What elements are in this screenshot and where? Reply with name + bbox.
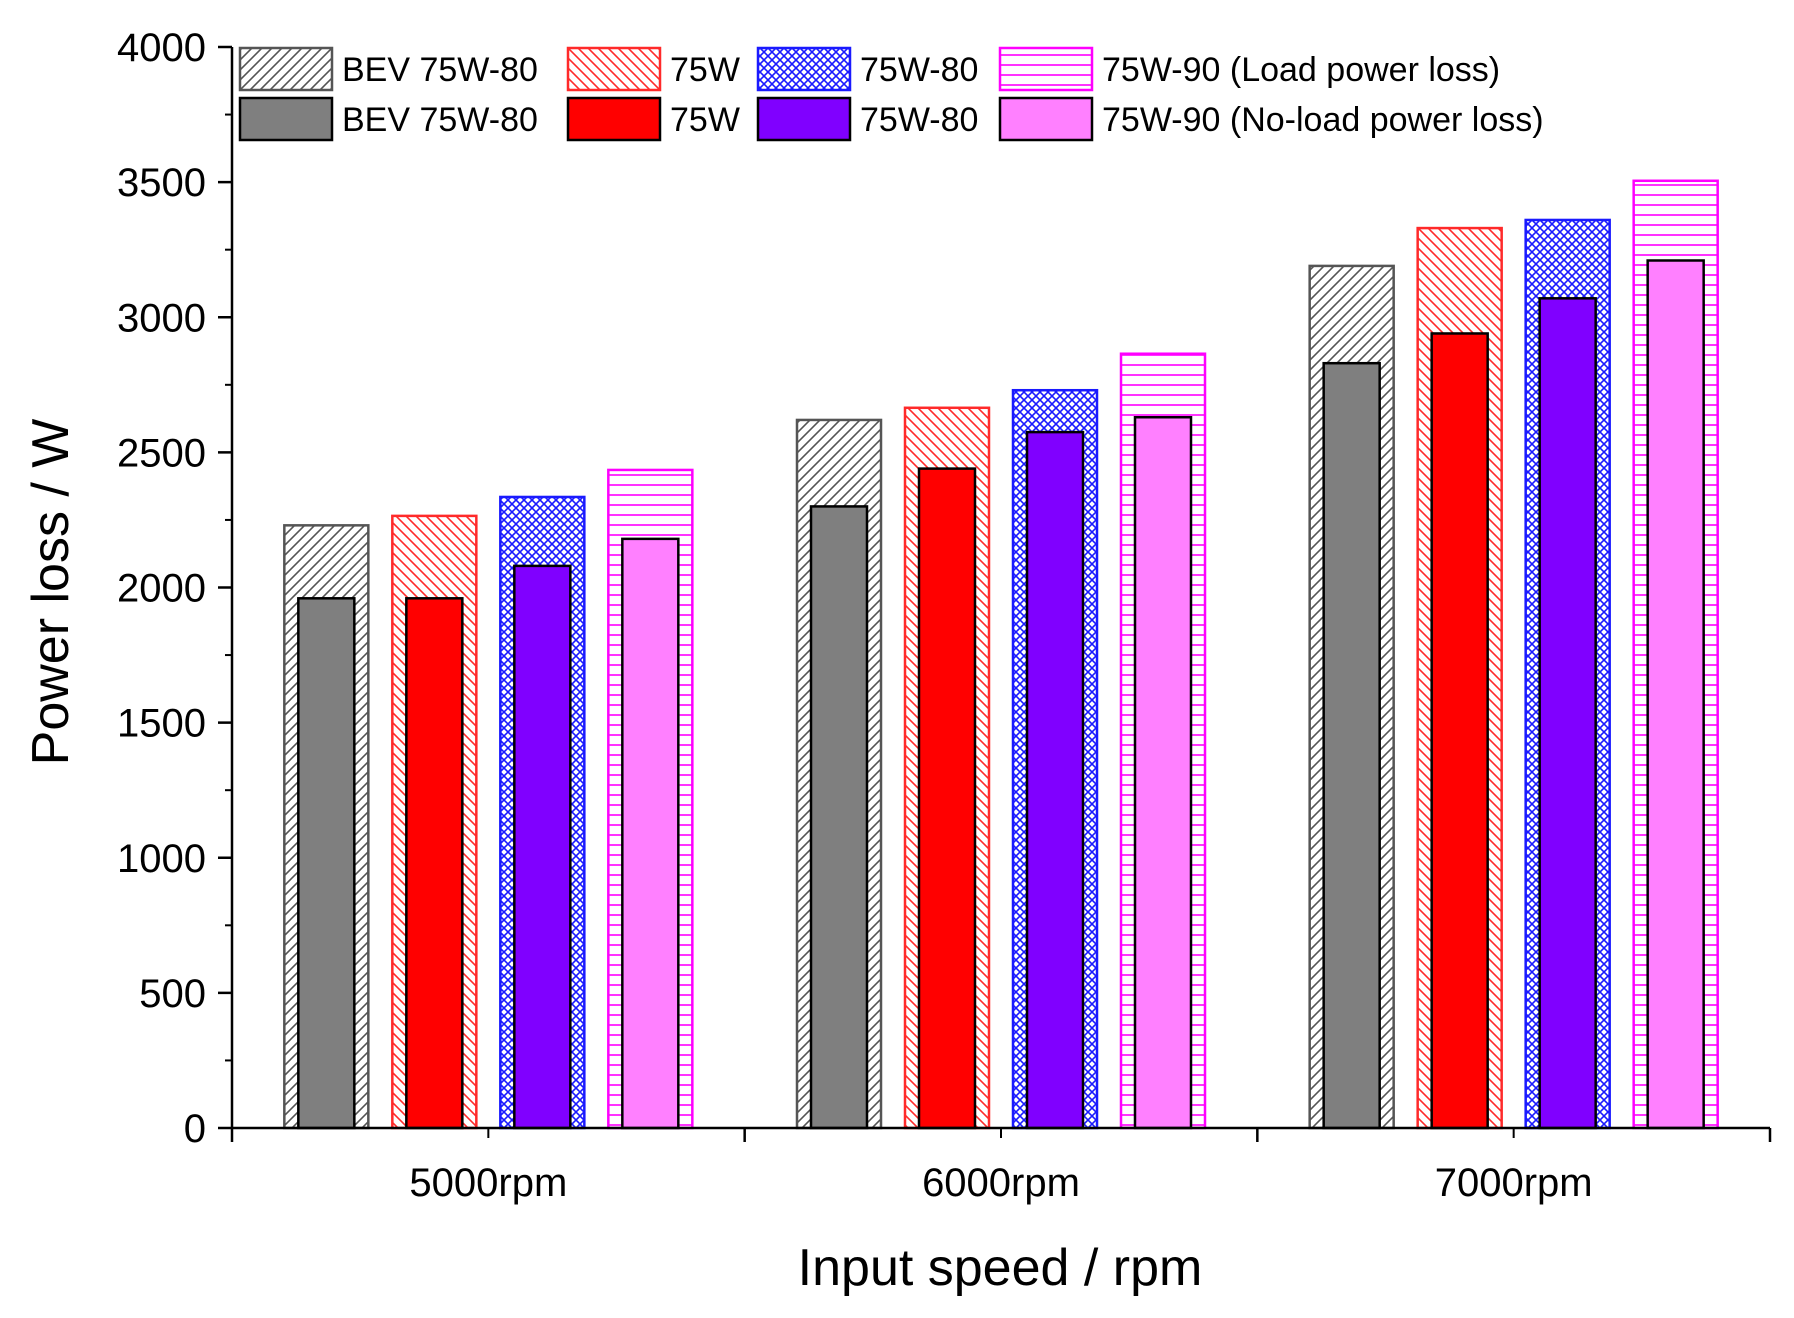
legend-swatch-noload bbox=[238, 96, 334, 142]
legend-swatch-load bbox=[756, 46, 852, 92]
legend-label-noload: BEV 75W-80 bbox=[342, 101, 538, 139]
y-tick-label: 2500 bbox=[117, 431, 206, 475]
noload-bar bbox=[917, 467, 977, 1130]
legend-swatch-noload bbox=[566, 96, 662, 142]
noload-bar bbox=[1322, 361, 1381, 1130]
y-tick-label: 3500 bbox=[117, 161, 206, 205]
legend-swatch-load bbox=[238, 46, 334, 92]
legend-swatch-noload bbox=[998, 96, 1094, 142]
legend-swatch-load bbox=[998, 46, 1094, 92]
legend-label-noload: 75W bbox=[670, 101, 740, 139]
noload-bar bbox=[1538, 297, 1597, 1130]
noload-bar bbox=[1133, 415, 1193, 1130]
legend-swatch-noload bbox=[756, 96, 852, 142]
y-tick-label: 1000 bbox=[117, 837, 206, 881]
legend-label-load: 75W-90 (Load power loss) bbox=[1102, 51, 1500, 89]
legend: BEV 75W-80 BEV 75W-80 75W 75W 75W-80 75W-80 75… bbox=[238, 46, 1544, 142]
noload-bar bbox=[1430, 332, 1489, 1130]
y-tick-label: 4000 bbox=[117, 26, 206, 70]
y-tick-label: 3000 bbox=[117, 296, 206, 340]
y-tick-label: 500 bbox=[139, 972, 206, 1016]
legend-label-load: 75W-80 bbox=[860, 51, 978, 89]
bars-layer bbox=[283, 179, 1719, 1130]
noload-bar bbox=[405, 597, 464, 1130]
legend-label-load: BEV 75W-80 bbox=[342, 51, 538, 89]
noload-bar bbox=[1646, 259, 1705, 1130]
noload-bar bbox=[1025, 430, 1085, 1130]
y-tick-label: 1500 bbox=[117, 702, 206, 746]
x-tick-label: 6000rpm bbox=[922, 1161, 1080, 1205]
noload-bar bbox=[297, 597, 356, 1130]
axes-layer: 0 500 1000 1500 2000 2500 3000 3500 4000 5000rpm 6… bbox=[117, 26, 1772, 1205]
x-tick-label: 7000rpm bbox=[1435, 1161, 1593, 1205]
legend-label-load: 75W bbox=[670, 51, 740, 89]
noload-bar bbox=[621, 537, 680, 1130]
legend-label-noload: 75W-90 (No-load power loss) bbox=[1102, 101, 1544, 139]
y-tick-label: 2000 bbox=[117, 567, 206, 611]
legend-swatch-load bbox=[566, 46, 662, 92]
x-tick-label: 5000rpm bbox=[409, 1161, 567, 1205]
noload-bar bbox=[809, 505, 869, 1130]
x-axis-title: Input speed / rpm bbox=[798, 1239, 1203, 1297]
legend-label-noload: 75W-80 bbox=[860, 101, 978, 139]
y-axis-title: Power loss / W bbox=[22, 419, 80, 766]
y-tick-label: 0 bbox=[184, 1107, 206, 1151]
noload-bar bbox=[513, 564, 572, 1130]
